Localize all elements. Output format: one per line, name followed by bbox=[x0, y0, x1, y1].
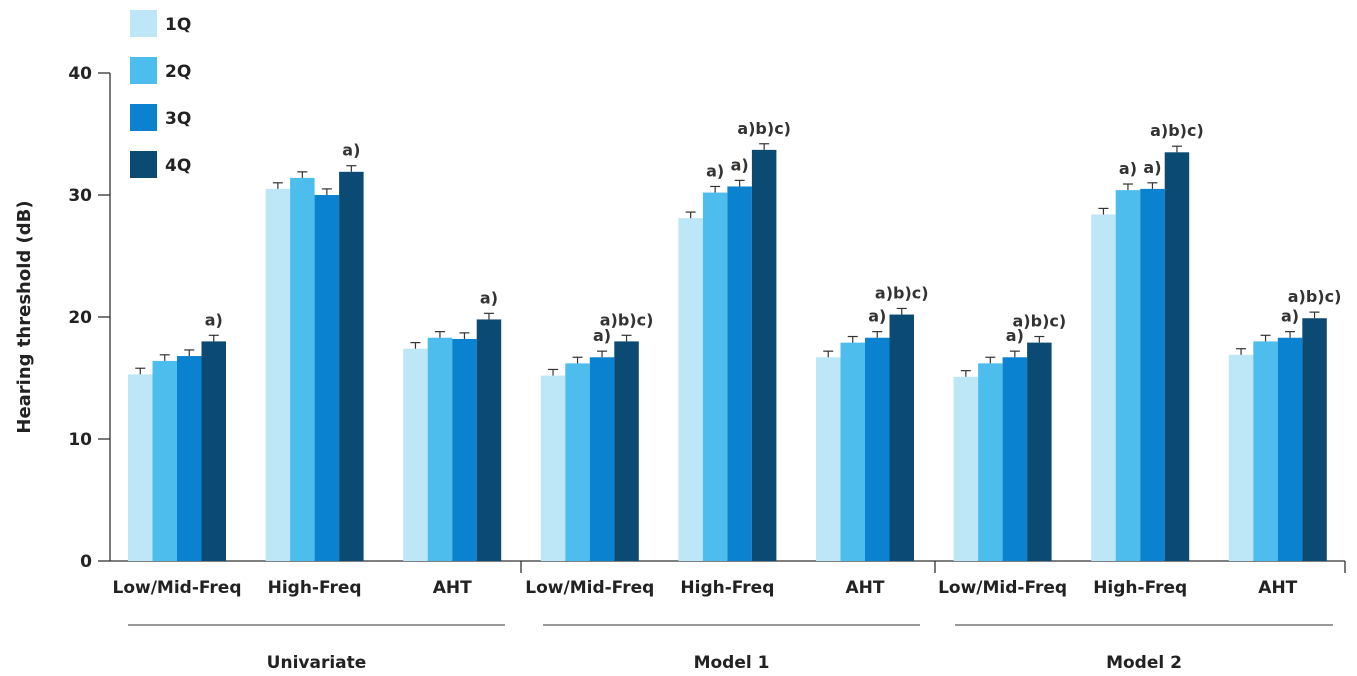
bar bbox=[1253, 341, 1278, 561]
bar bbox=[1228, 354, 1254, 561]
significance-label: a)b)c) bbox=[737, 119, 791, 138]
bar bbox=[540, 375, 566, 561]
significance-label: a) bbox=[1119, 159, 1137, 178]
significance-label: a) bbox=[731, 155, 749, 174]
bar bbox=[614, 341, 639, 561]
category-label: Low/Mid-Freq bbox=[938, 578, 1067, 598]
bar bbox=[816, 357, 841, 561]
y-tick-label: 40 bbox=[68, 64, 92, 84]
bar bbox=[865, 337, 890, 561]
legend-label: 1Q bbox=[165, 15, 191, 35]
y-tick-label: 0 bbox=[80, 552, 92, 572]
bar bbox=[201, 341, 226, 561]
y-tick-label: 20 bbox=[68, 308, 92, 328]
significance-label: a) bbox=[342, 141, 360, 160]
bar bbox=[128, 374, 153, 561]
bar bbox=[978, 363, 1003, 561]
bar bbox=[751, 149, 777, 562]
significance-label: a)b)c) bbox=[875, 283, 929, 302]
bar bbox=[1002, 357, 1028, 561]
bar bbox=[565, 363, 590, 561]
y-tick-label: 30 bbox=[68, 186, 92, 206]
category-label: AHT bbox=[846, 578, 885, 598]
significance-label: a) bbox=[1143, 158, 1161, 177]
significance-label: a) bbox=[1006, 326, 1024, 345]
bar bbox=[1277, 337, 1303, 561]
bar bbox=[727, 186, 752, 561]
category-label: High-Freq bbox=[268, 578, 362, 598]
group-label: Model 1 bbox=[694, 653, 770, 673]
bar bbox=[476, 319, 502, 561]
category-label: High-Freq bbox=[1093, 578, 1187, 598]
y-axis-title: Hearing threshold (dB) bbox=[14, 200, 35, 433]
bar bbox=[1302, 318, 1327, 561]
bar bbox=[1140, 188, 1165, 561]
bar bbox=[314, 195, 340, 561]
bar bbox=[953, 376, 979, 561]
significance-label: a)b)c) bbox=[1288, 287, 1342, 306]
bar bbox=[152, 360, 177, 561]
significance-label: a) bbox=[706, 161, 724, 180]
significance-label: a)b)c) bbox=[600, 310, 654, 329]
group-label: Univariate bbox=[267, 653, 367, 673]
bar bbox=[265, 188, 291, 561]
significance-label: a)b)c) bbox=[1013, 312, 1067, 331]
legend-swatch bbox=[130, 151, 157, 178]
bar bbox=[1091, 214, 1116, 561]
y-tick-label: 10 bbox=[68, 430, 92, 450]
legend-swatch bbox=[130, 104, 157, 131]
category-label: Low/Mid-Freq bbox=[525, 578, 654, 598]
category-label: High-Freq bbox=[680, 578, 774, 598]
bar bbox=[840, 342, 865, 561]
legend-label: 4Q bbox=[165, 156, 191, 176]
bar bbox=[290, 177, 315, 562]
bar bbox=[177, 356, 202, 561]
bar bbox=[678, 218, 703, 561]
bar bbox=[1164, 152, 1190, 562]
bar bbox=[889, 314, 914, 561]
legend-swatch bbox=[130, 10, 157, 37]
category-label: Low/Mid-Freq bbox=[112, 578, 241, 598]
significance-label: a)b)c) bbox=[1150, 121, 1204, 140]
significance-label: a) bbox=[480, 288, 498, 307]
legend-label: 3Q bbox=[165, 109, 191, 129]
bar bbox=[403, 348, 428, 561]
bar bbox=[339, 171, 364, 561]
category-label: AHT bbox=[1258, 578, 1297, 598]
category-label: AHT bbox=[433, 578, 472, 598]
bar bbox=[589, 357, 615, 561]
significance-label: a) bbox=[868, 307, 886, 326]
significance-label: a) bbox=[205, 310, 223, 329]
bar bbox=[1027, 342, 1052, 561]
group-label: Model 2 bbox=[1106, 653, 1182, 673]
significance-label: a) bbox=[1281, 307, 1299, 326]
bar bbox=[452, 338, 477, 561]
significance-label: a) bbox=[593, 326, 611, 345]
bar bbox=[427, 337, 453, 561]
legend-swatch bbox=[130, 57, 157, 84]
bar bbox=[1115, 190, 1141, 561]
bar bbox=[702, 192, 728, 561]
legend-label: 2Q bbox=[165, 62, 191, 82]
